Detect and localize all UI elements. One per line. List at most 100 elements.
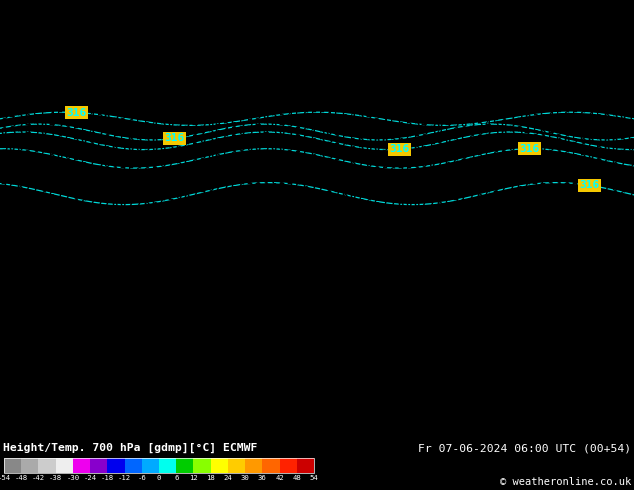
Text: 6: 6: [524, 175, 530, 185]
Text: 0: 0: [215, 399, 221, 409]
Text: 5: 5: [278, 151, 285, 161]
Text: 3: 3: [32, 71, 39, 81]
Text: 4: 4: [270, 7, 276, 17]
Text: 3: 3: [595, 55, 602, 65]
Text: 1: 1: [302, 431, 308, 441]
Text: 9: 9: [215, 319, 221, 329]
Text: 6: 6: [453, 127, 459, 137]
Text: 6: 6: [80, 143, 86, 153]
Text: 5: 5: [318, 95, 324, 105]
Text: 4: 4: [136, 79, 142, 89]
Text: 1: 1: [405, 391, 411, 401]
Text: 8: 8: [48, 231, 55, 241]
Text: 7: 7: [349, 263, 356, 273]
Text: 0: 0: [555, 367, 562, 377]
Text: 2: 2: [484, 7, 491, 17]
Text: 5: 5: [349, 103, 356, 113]
Text: 6: 6: [215, 191, 221, 201]
Text: 9: 9: [579, 335, 586, 345]
Text: 5: 5: [1, 151, 7, 161]
Text: 5: 5: [183, 127, 190, 137]
Text: 4: 4: [302, 15, 308, 25]
Text: 1: 1: [136, 431, 142, 441]
Text: 5: 5: [247, 119, 253, 129]
Text: 9: 9: [373, 295, 380, 305]
Text: 1: 1: [56, 383, 63, 393]
Text: 1: 1: [619, 391, 625, 401]
Text: 6: 6: [326, 183, 332, 193]
Text: 8: 8: [453, 303, 459, 313]
Text: 6: 6: [611, 167, 618, 177]
Text: 9: 9: [25, 343, 31, 353]
Text: 5: 5: [1, 143, 7, 153]
Text: 0: 0: [96, 303, 102, 313]
Text: 6: 6: [88, 143, 94, 153]
Text: 7: 7: [294, 215, 301, 225]
Text: 9: 9: [72, 287, 79, 297]
Text: 7: 7: [80, 255, 86, 265]
Text: 4: 4: [326, 111, 332, 121]
Text: 3: 3: [143, 39, 150, 49]
Text: 4: 4: [524, 39, 530, 49]
Text: 0: 0: [286, 351, 292, 361]
Text: 4: 4: [587, 55, 593, 65]
Text: 0: 0: [80, 399, 86, 409]
Text: 7: 7: [492, 199, 498, 209]
Text: 0: 0: [500, 343, 507, 353]
Text: 3: 3: [310, 15, 316, 25]
Text: 7: 7: [64, 167, 70, 177]
Text: 8: 8: [571, 311, 578, 321]
Text: 0: 0: [302, 327, 308, 337]
Text: 9: 9: [152, 311, 158, 321]
Text: 3: 3: [611, 63, 618, 73]
Text: 6: 6: [254, 175, 261, 185]
Text: 6: 6: [112, 191, 118, 201]
Text: 7: 7: [627, 247, 633, 257]
Text: 3: 3: [579, 55, 586, 65]
Text: 4: 4: [555, 31, 562, 41]
Text: 6: 6: [579, 143, 586, 153]
Text: 6: 6: [587, 215, 593, 225]
Text: 5: 5: [294, 151, 301, 161]
Text: 7: 7: [199, 207, 205, 217]
Text: 4: 4: [88, 31, 94, 41]
Text: 4: 4: [595, 7, 602, 17]
Text: 4: 4: [524, 63, 530, 73]
Text: 9: 9: [358, 343, 364, 353]
Text: 9: 9: [318, 311, 324, 321]
Text: 5: 5: [437, 47, 443, 57]
Text: 6: 6: [294, 175, 301, 185]
Text: 5: 5: [254, 159, 261, 169]
Text: 5: 5: [460, 103, 467, 113]
Text: 1: 1: [143, 351, 150, 361]
Text: 8: 8: [500, 247, 507, 257]
Text: 6: 6: [270, 207, 276, 217]
Text: 5: 5: [476, 119, 482, 129]
Text: 7: 7: [167, 159, 174, 169]
Text: 1: 1: [120, 367, 126, 377]
Text: 1: 1: [358, 391, 364, 401]
Text: 1: 1: [104, 423, 110, 433]
Text: 5: 5: [32, 63, 39, 73]
Text: 7: 7: [603, 223, 609, 233]
Text: 6: 6: [136, 183, 142, 193]
Text: 7: 7: [358, 199, 364, 209]
Text: 6: 6: [278, 191, 285, 201]
Text: 0: 0: [508, 391, 514, 401]
Text: 0: 0: [41, 319, 47, 329]
Text: 4: 4: [183, 23, 190, 33]
Text: 3: 3: [500, 63, 507, 73]
Text: 9: 9: [484, 279, 491, 289]
Text: 8: 8: [120, 247, 126, 257]
Text: 4: 4: [532, 95, 538, 105]
Text: 6: 6: [429, 183, 435, 193]
Text: 3: 3: [405, 15, 411, 25]
Text: 8: 8: [484, 295, 491, 305]
Text: 6: 6: [9, 199, 15, 209]
Text: 1: 1: [571, 375, 578, 385]
Text: 6: 6: [413, 191, 419, 201]
Text: 3: 3: [540, 7, 546, 17]
Text: 7: 7: [413, 223, 419, 233]
Text: 6: 6: [191, 199, 197, 209]
Text: 0: 0: [9, 319, 15, 329]
